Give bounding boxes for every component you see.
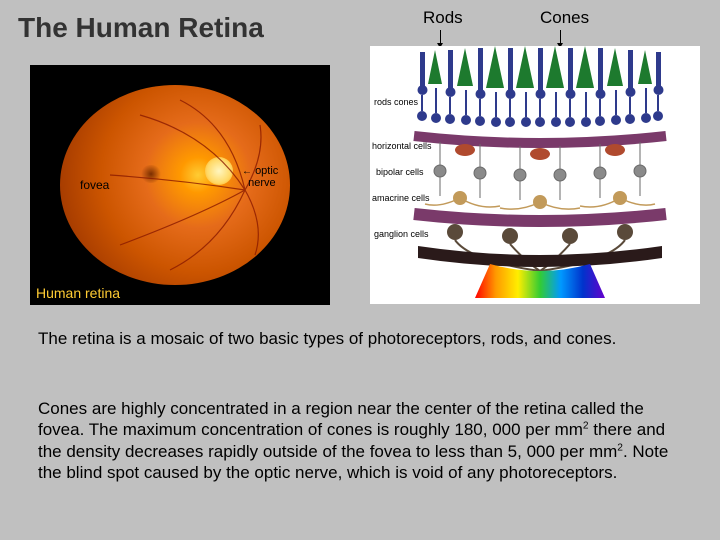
p2-part1: Cones are highly concentrated in a regio… — [38, 399, 644, 439]
fovea-label: fovea — [80, 178, 109, 192]
retina-fundus-figure: fovea ← optic nerve Human retina — [30, 65, 330, 305]
layer-label-horizontal: horizontal cells — [372, 142, 432, 151]
optic-label-line2: nerve — [248, 177, 276, 189]
layer-label-ganglion: ganglion cells — [374, 230, 429, 239]
cones-arrow-icon — [560, 30, 561, 44]
cones-label: Cones — [540, 8, 589, 28]
paragraph-1: The retina is a mosaic of two basic type… — [38, 328, 678, 349]
fovea-icon — [140, 165, 162, 183]
paragraph-2: Cones are highly concentrated in a regio… — [38, 398, 692, 483]
optic-nerve-label: ← optic nerve — [242, 165, 278, 189]
optic-label-line1: optic — [255, 165, 278, 177]
retina-layers-figure: rods cones horizontal cells bipolar cell… — [370, 46, 700, 304]
layer-label-bipolar: bipolar cells — [376, 168, 424, 177]
rods-arrow-icon — [440, 30, 441, 44]
optic-disc-icon — [205, 157, 233, 185]
retina-caption: Human retina — [36, 285, 120, 301]
layer-label-rods-cones: rods cones — [374, 98, 418, 107]
page-title: The Human Retina — [18, 12, 264, 44]
optic-label-arrow: ← — [242, 166, 252, 177]
layer-label-amacrine: amacrine cells — [372, 194, 430, 203]
rods-label: Rods — [423, 8, 463, 28]
